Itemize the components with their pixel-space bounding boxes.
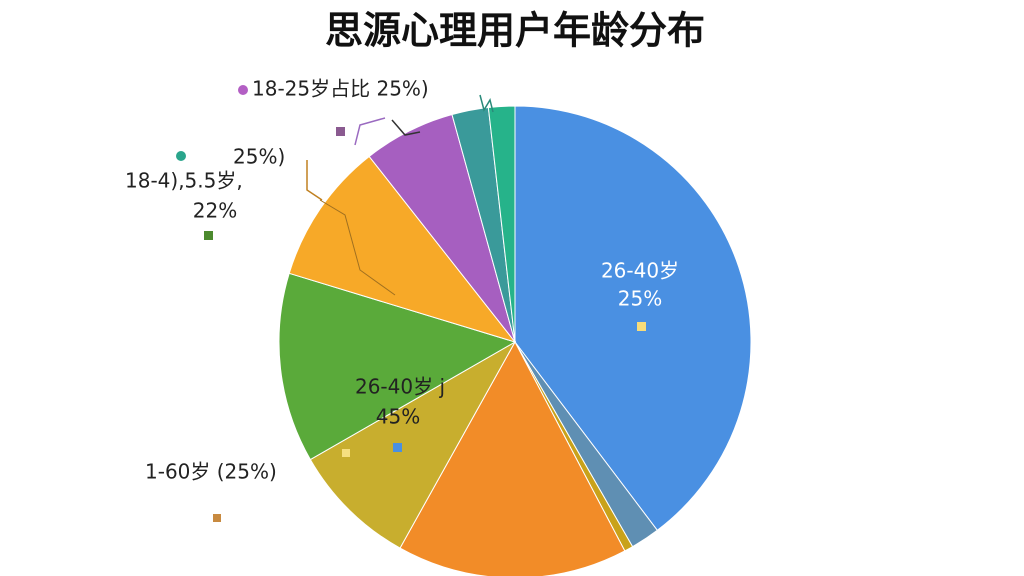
leader-line — [306, 160, 323, 201]
annotation: 26-40岁 — [601, 259, 679, 283]
annotation: 25% — [618, 287, 662, 311]
marker — [393, 443, 402, 452]
pie-slice — [487, 105, 516, 343]
annotation: 18-4),5.5岁, — [125, 169, 243, 193]
marker — [213, 514, 221, 522]
marker — [336, 127, 345, 136]
annotation: 1-60岁 (25%) — [145, 460, 277, 484]
leader-line — [319, 199, 396, 296]
annotation: 18-25岁占比 25%) — [252, 77, 429, 101]
leader-line — [479, 94, 494, 113]
decorations — [176, 85, 646, 522]
chart-title: 思源心理用户年龄分布 — [325, 9, 705, 53]
pie-slice — [514, 105, 752, 531]
marker — [342, 449, 350, 457]
annotation: 22% — [193, 199, 237, 223]
leader-line — [391, 119, 421, 136]
annotation: 45% — [376, 405, 420, 429]
marker — [238, 85, 248, 95]
marker — [176, 151, 186, 161]
annotation: 25%) — [233, 145, 285, 169]
annotation: 26-40岁 j — [355, 375, 445, 399]
pie-slice — [278, 272, 517, 461]
marker — [204, 231, 213, 240]
marker — [637, 322, 646, 331]
leader-line — [354, 117, 386, 146]
pie — [278, 105, 752, 576]
pie-slice — [399, 340, 626, 576]
pie-slice — [309, 340, 517, 549]
pie-slice — [288, 155, 517, 343]
